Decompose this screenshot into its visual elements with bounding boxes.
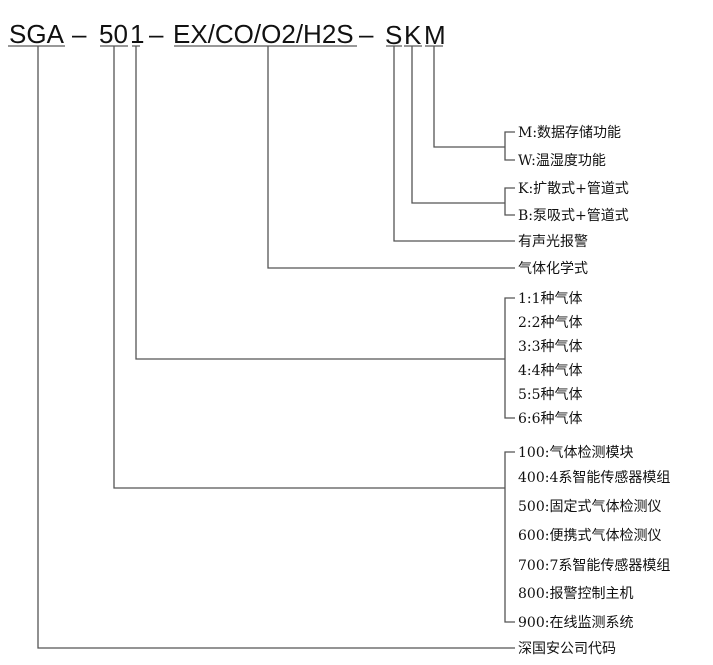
code-dash: – xyxy=(359,19,374,49)
code-gas-count: 1 xyxy=(130,19,144,49)
connector-lines xyxy=(37,46,515,649)
gas-count-option: 1:1种气体 xyxy=(518,291,583,307)
gas-count-option: 4:4种气体 xyxy=(518,363,583,379)
series-option: 100:气体检测模块 xyxy=(518,445,633,461)
series-option: 900:在线监测系统 xyxy=(518,615,633,631)
code-gases: EX/CO/O2/H2S xyxy=(173,19,354,49)
code-series: 50 xyxy=(99,19,128,49)
alarm-label: 有声光报警 xyxy=(518,234,588,250)
function-option: M:数据存储功能 xyxy=(518,125,621,141)
prefix-label: 深国安公司代码 xyxy=(518,641,616,657)
gases-label: 气体化学式 xyxy=(518,261,588,277)
gas-count-option: 3:3种气体 xyxy=(518,339,583,355)
series-option: 800:报警控制主机 xyxy=(518,586,633,602)
series-option: 600:便携式气体检测仪 xyxy=(518,528,661,544)
code-dash: – xyxy=(72,19,87,49)
code-alarm: S xyxy=(385,20,402,50)
gas-count-option: 6:6种气体 xyxy=(518,411,583,427)
series-option: 700:7系智能传感器模组 xyxy=(518,557,670,574)
series-option: 400:4系智能传感器模组 xyxy=(518,469,670,486)
function-option: W:温湿度功能 xyxy=(518,153,606,169)
code-function: M xyxy=(424,20,446,50)
mode-option: B:泵吸式+管道式 xyxy=(518,208,629,224)
series-option: 500:固定式气体检测仪 xyxy=(518,499,661,515)
code-mode: K xyxy=(404,20,422,50)
gas-count-option: 2:2种气体 xyxy=(518,315,583,331)
mode-option: K:扩散式+管道式 xyxy=(518,181,629,197)
gas-count-option: 5:5种气体 xyxy=(518,387,583,403)
code-prefix: SGA xyxy=(9,19,65,49)
code-dash: – xyxy=(149,19,164,49)
